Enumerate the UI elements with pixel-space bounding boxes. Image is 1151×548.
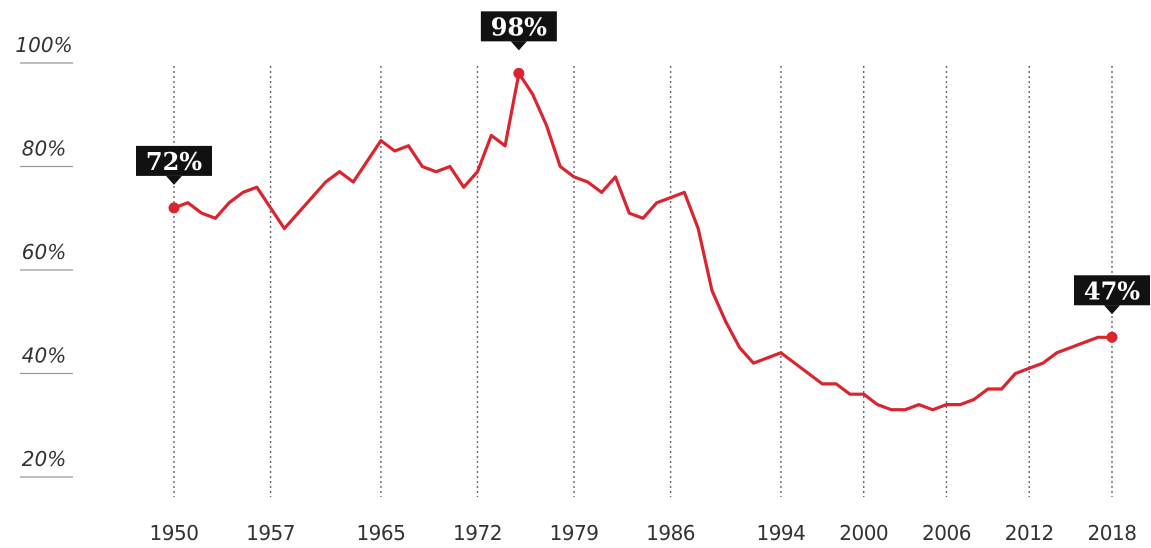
x-tick-label: 1950 <box>150 521 199 545</box>
y-tick-label: 20% <box>22 447 66 471</box>
callout-box <box>1074 275 1150 306</box>
callout-label: 98% <box>480 11 557 51</box>
callout-value: 72% <box>146 147 202 176</box>
y-tick-label: 40% <box>22 344 66 368</box>
x-tick-label: 1972 <box>453 521 502 545</box>
x-tick-label: 1986 <box>646 521 695 545</box>
x-tick-label: 1979 <box>550 521 599 545</box>
x-tick-label: 2018 <box>1088 521 1137 545</box>
data-point-marker <box>168 202 180 214</box>
callout-pointer <box>166 175 182 185</box>
x-axis: 1950 1957 1965 1972 1979 1986 1994 2000 2006 2012… <box>150 521 1137 545</box>
data-point-marker <box>513 67 525 79</box>
x-tick-label: 1965 <box>356 521 405 545</box>
callout-markers: 72% 98% 47% <box>136 11 1150 343</box>
series-line <box>172 71 1114 412</box>
data-point-marker <box>1106 331 1118 343</box>
y-tick-label: 100% <box>15 33 72 57</box>
callout-label: 72% <box>136 145 212 185</box>
x-tick-label: 2012 <box>1005 521 1054 545</box>
callout-box <box>136 145 212 176</box>
callout-pointer <box>510 41 527 51</box>
callout-label: 47% <box>1074 275 1150 315</box>
x-tick-label: 1994 <box>756 521 805 545</box>
x-tick-label: 1957 <box>246 521 295 545</box>
y-tick-label: 60% <box>22 240 66 264</box>
vertical-gridlines <box>173 66 1113 497</box>
callout-pointer <box>1104 305 1120 315</box>
x-tick-label: 2006 <box>922 521 971 545</box>
callout-box <box>480 11 557 42</box>
y-tick-label: 80% <box>22 137 66 161</box>
x-tick-label: 2000 <box>839 521 888 545</box>
callout-value: 98% <box>491 12 547 41</box>
y-axis: 100% 80% 60% 40% 20% <box>15 33 73 478</box>
callout-value: 47% <box>1084 276 1140 305</box>
